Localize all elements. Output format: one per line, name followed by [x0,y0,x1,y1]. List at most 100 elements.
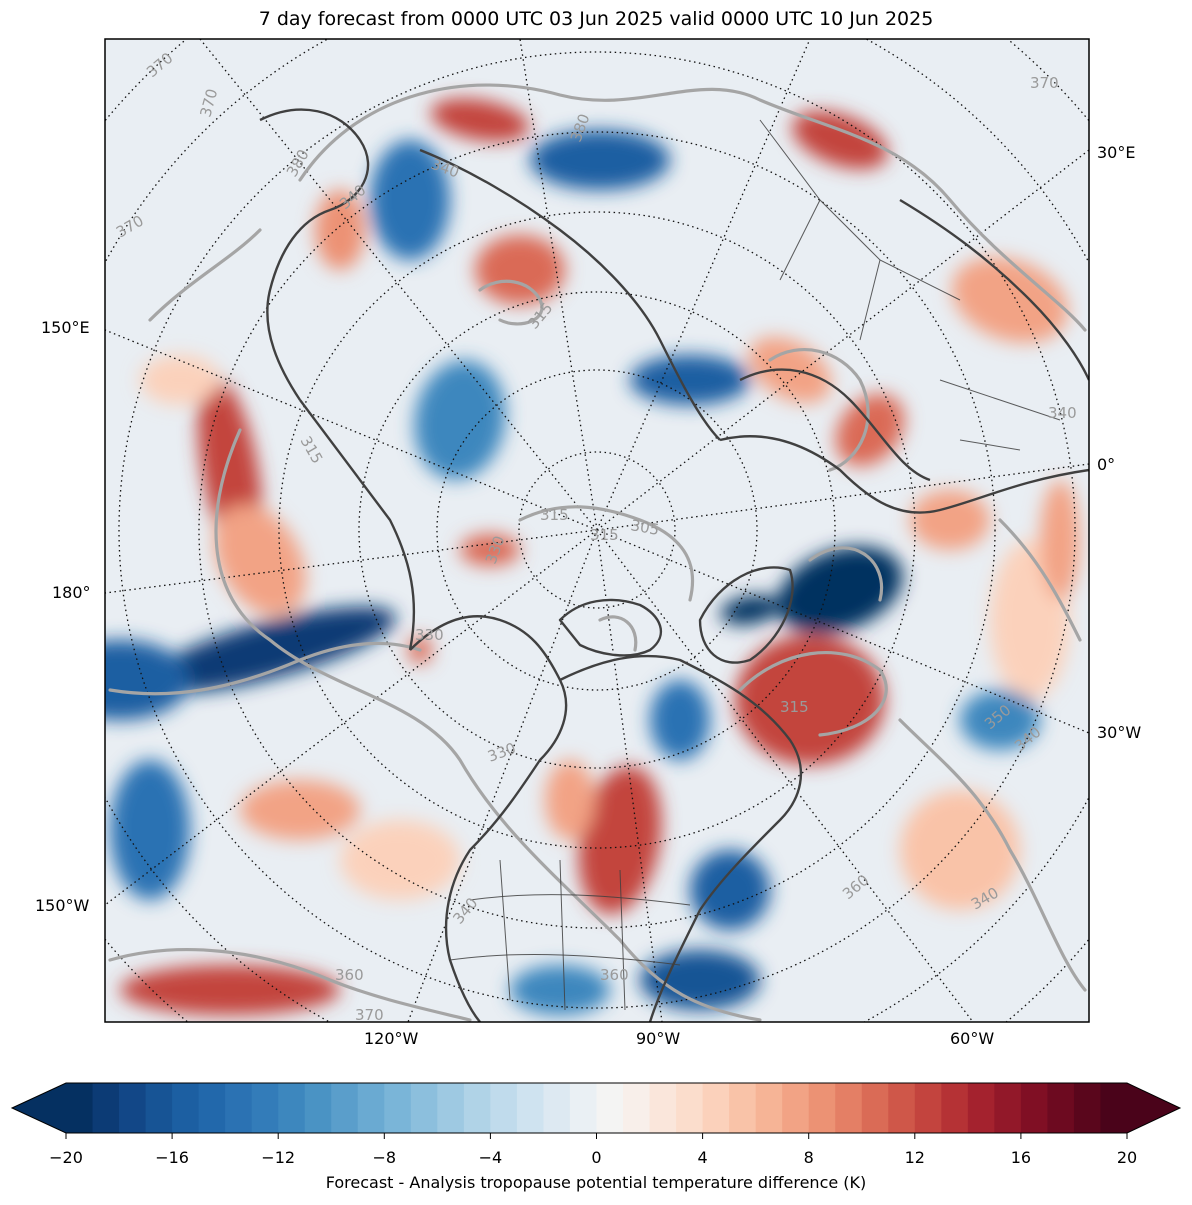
colorbar-bin [941,1083,969,1133]
map-frame [104,38,1090,1023]
colorbar-tick-label: 16 [1010,1148,1032,1167]
negative-anomaly [777,546,903,634]
colorbar-bin [994,1083,1022,1133]
colorbar-bin [304,1083,332,1133]
colorbar-bin [384,1083,412,1133]
colorbar-bin [676,1083,704,1133]
contour-label: 330 [415,626,444,644]
negative-anomaly [530,130,670,190]
colorbar-bin [516,1083,545,1133]
colorbar-bin [278,1083,306,1133]
colorbar-tick-label: −4 [478,1148,503,1167]
colorbar-tick-label: −8 [372,1148,397,1167]
colorbar-bin [835,1083,863,1133]
positive-anomaly [140,355,220,405]
colorbar-bin [1073,1083,1102,1133]
contour-label: 315 [780,698,809,716]
graticule [105,39,1089,1022]
colorbar-bin [808,1083,836,1133]
colorbar-extend-low [12,1083,66,1133]
lon-label-30w: 30°W [1097,723,1142,742]
lon-label-150e: 150°E [41,318,90,337]
positive-anomaly [240,780,360,840]
lon-label-180: 180° [52,583,91,602]
colorbar-tick-label: −20 [49,1148,83,1167]
colorbar-bin [1100,1083,1128,1133]
colorbar-bin [66,1083,94,1133]
positive-anomaly [214,504,306,616]
colorbar-bin [782,1083,810,1133]
figure-title: 7 day forecast from 0000 UTC 03 Jun 2025… [258,8,934,30]
positive-anomaly [951,257,1069,343]
negative-anomaly [690,850,770,930]
negative-anomaly [630,355,750,405]
colorbar-tick-label: −16 [155,1148,189,1167]
colorbar-tick-label: 12 [904,1148,925,1167]
positive-anomaly [120,965,340,1015]
colorbar-bin [623,1083,651,1133]
contour-label: 370 [1030,74,1059,92]
positive-anomaly [545,760,595,840]
colorbar-bin [967,1083,995,1133]
colorbar-bin [729,1083,757,1133]
lon-label-0: 0° [1097,455,1116,474]
contour-label: 360 [335,966,364,984]
coastlines [259,108,1089,1022]
colorbar [10,1082,1182,1139]
positive-anomaly [910,490,990,550]
colorbar-bin [145,1083,173,1133]
positive-anomaly [1040,480,1080,600]
lon-label-30e: 30°E [1097,143,1136,162]
positive-anomaly [900,790,1020,910]
colorbar-bin [596,1083,624,1133]
colorbar-bin [649,1083,677,1133]
borders [449,119,1061,1011]
negative-anomaly [960,690,1040,750]
colorbar-bin [331,1083,359,1133]
colorbar-bin [702,1083,730,1133]
contour-label: 360 [600,966,629,984]
lon-label-150w: 150°W [35,896,90,915]
colorbar-tick-label: −12 [261,1148,296,1167]
colorbar-bin [437,1083,465,1133]
colorbar-tick-label: 0 [591,1148,602,1167]
colorbar-bin [92,1083,120,1133]
colorbar-tick-label: 20 [1116,1148,1138,1167]
negative-anomaly [414,360,506,480]
colorbar-bin [463,1083,492,1133]
colorbar-bin [172,1083,200,1133]
lon-label-60w: 60°W [950,1029,995,1048]
contour-label: 340 [1048,404,1077,422]
lon-label-120w: 120°W [364,1029,419,1048]
colorbar-bin [490,1083,518,1133]
colorbar-bin [755,1083,783,1133]
colorbar-bin [357,1083,385,1133]
colorbar-bin [914,1083,942,1133]
theta-contours [108,83,1087,1022]
contour-label: 305 [629,516,660,539]
positive-anomaly [835,393,905,467]
negative-anomaly [105,640,190,720]
colorbar-bin [251,1083,279,1133]
contour-label: 370 [355,1006,384,1024]
colorbar-bin [861,1083,889,1133]
positive-anomaly [430,98,530,142]
negative-anomaly [510,965,610,1015]
positive-anomaly [340,820,460,900]
negative-anomaly [720,595,780,625]
negative-anomaly [370,140,450,260]
colorbar-extend-high [1127,1083,1180,1133]
colorbar-tick-label: 4 [697,1148,708,1167]
positive-anomaly [475,235,565,305]
colorbar-bin [1047,1083,1075,1133]
positive-anomaly [578,765,662,915]
colorbar-bin [119,1083,147,1133]
colorbar-tick-label: 8 [803,1148,814,1167]
colorbar-bin [198,1083,226,1133]
colorbar-bin [225,1083,253,1133]
colorbar-bin [569,1083,598,1133]
positive-anomaly [460,534,520,566]
contour-label: 315 [540,506,569,524]
positive-anomaly [792,110,888,170]
